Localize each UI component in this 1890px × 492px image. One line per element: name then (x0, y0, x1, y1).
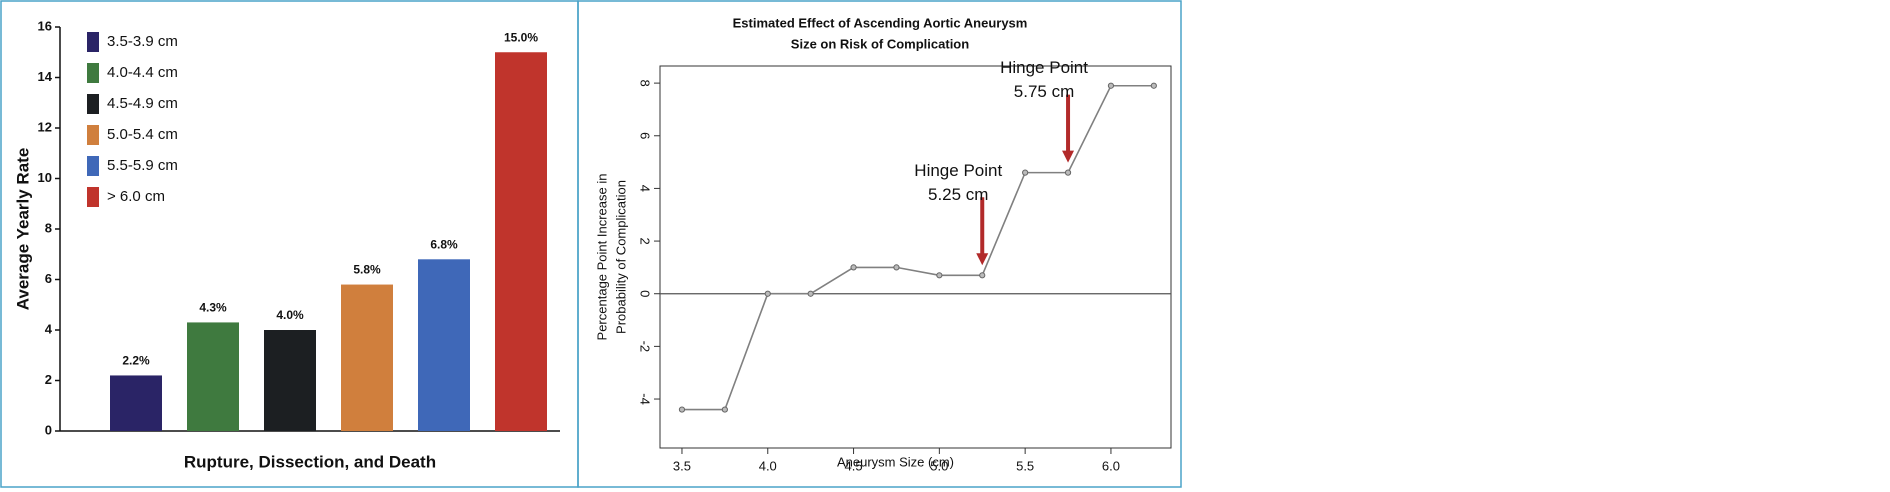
legend-swatch (87, 94, 99, 114)
point (1022, 169, 1029, 176)
x-tick-label: 4.0 (759, 458, 777, 473)
annotation-text: 5.25 cm (928, 185, 988, 204)
value-label: 6.8% (430, 237, 458, 251)
y-tick-label: -2 (638, 341, 653, 353)
y-tick-label: 16 (38, 18, 52, 33)
bar (187, 322, 239, 431)
y-tick-label: 0 (638, 290, 653, 297)
series-line (681, 84, 1154, 411)
x-tick-label: 6.0 (1102, 458, 1120, 473)
point (893, 264, 900, 271)
plot-frame (659, 65, 1172, 449)
x-tick-label: 4.5 (845, 458, 863, 473)
point (979, 272, 986, 279)
legend-label: 5.0-5.4 cm (107, 126, 178, 143)
legend-swatch (87, 187, 99, 207)
chart-title: Estimated Effect of Ascending Aortic Ane… (733, 15, 1028, 30)
legend-label: 4.5-4.9 cm (107, 95, 178, 112)
annotation-arrowhead (976, 253, 989, 266)
legend-swatch (87, 63, 99, 83)
x-axis-label: Rupture, Dissection, and Death (184, 452, 436, 471)
x-tick-label: 5.5 (1016, 458, 1034, 473)
y-tick-label: 10 (38, 170, 52, 185)
x-tick-label: 5.0 (930, 458, 948, 473)
legend-label: 3.5-3.9 cm (107, 33, 178, 50)
bar (495, 52, 547, 431)
point (850, 264, 857, 271)
y-tick-label: 4 (45, 321, 53, 336)
value-label: 15.0% (504, 30, 538, 44)
bar (418, 259, 470, 431)
x-tick-label: 3.5 (673, 458, 691, 473)
y-tick-label: 14 (38, 69, 53, 84)
value-label: 5.8% (353, 263, 381, 277)
annotation-text: Hinge Point (914, 161, 1002, 180)
point (1064, 169, 1072, 176)
value-label: 2.2% (122, 354, 150, 368)
point (1150, 82, 1157, 89)
bar (264, 330, 316, 431)
annotation-text: Hinge Point (1000, 58, 1088, 77)
y-axis-label: Percentage Point Increase in (594, 174, 609, 341)
point (936, 272, 943, 279)
bar (341, 284, 393, 431)
legend-swatch (87, 125, 99, 145)
annotation-text: 5.75 cm (1014, 82, 1074, 101)
legend-label: > 6.0 cm (107, 188, 165, 205)
panel-frame (577, 0, 1182, 488)
annotation-arrowhead (1062, 150, 1075, 163)
y-tick-label: 6 (45, 271, 52, 286)
y-tick-label: 0 (45, 422, 52, 437)
y-tick-label: 6 (638, 132, 653, 139)
value-label: 4.0% (276, 308, 304, 322)
legend-swatch (87, 156, 99, 176)
legend-label: 4.0-4.4 cm (107, 64, 178, 81)
y-tick-label: 12 (38, 119, 52, 134)
y-tick-label: 2 (638, 237, 653, 244)
point (764, 290, 771, 297)
point (807, 290, 814, 297)
y-tick-label: 8 (45, 220, 52, 235)
x-axis-label: Aneurysm Size (cm) (837, 454, 954, 469)
y-tick-label: -4 (638, 393, 653, 405)
legend-label: 5.5-5.9 cm (107, 157, 178, 174)
bar (110, 375, 162, 431)
value-label: 4.3% (199, 301, 227, 315)
y-tick-label: 8 (638, 79, 653, 86)
y-tick-label: 2 (45, 372, 52, 387)
y-axis-label: Probability of Complication (613, 180, 628, 334)
point (678, 406, 686, 413)
y-axis-label: Average Yearly Rate (13, 148, 32, 311)
y-tick-label: 4 (638, 185, 653, 192)
chart-title: Size on Risk of Complication (791, 36, 969, 51)
legend-swatch (87, 32, 99, 52)
point (721, 406, 728, 413)
point (1107, 82, 1115, 89)
